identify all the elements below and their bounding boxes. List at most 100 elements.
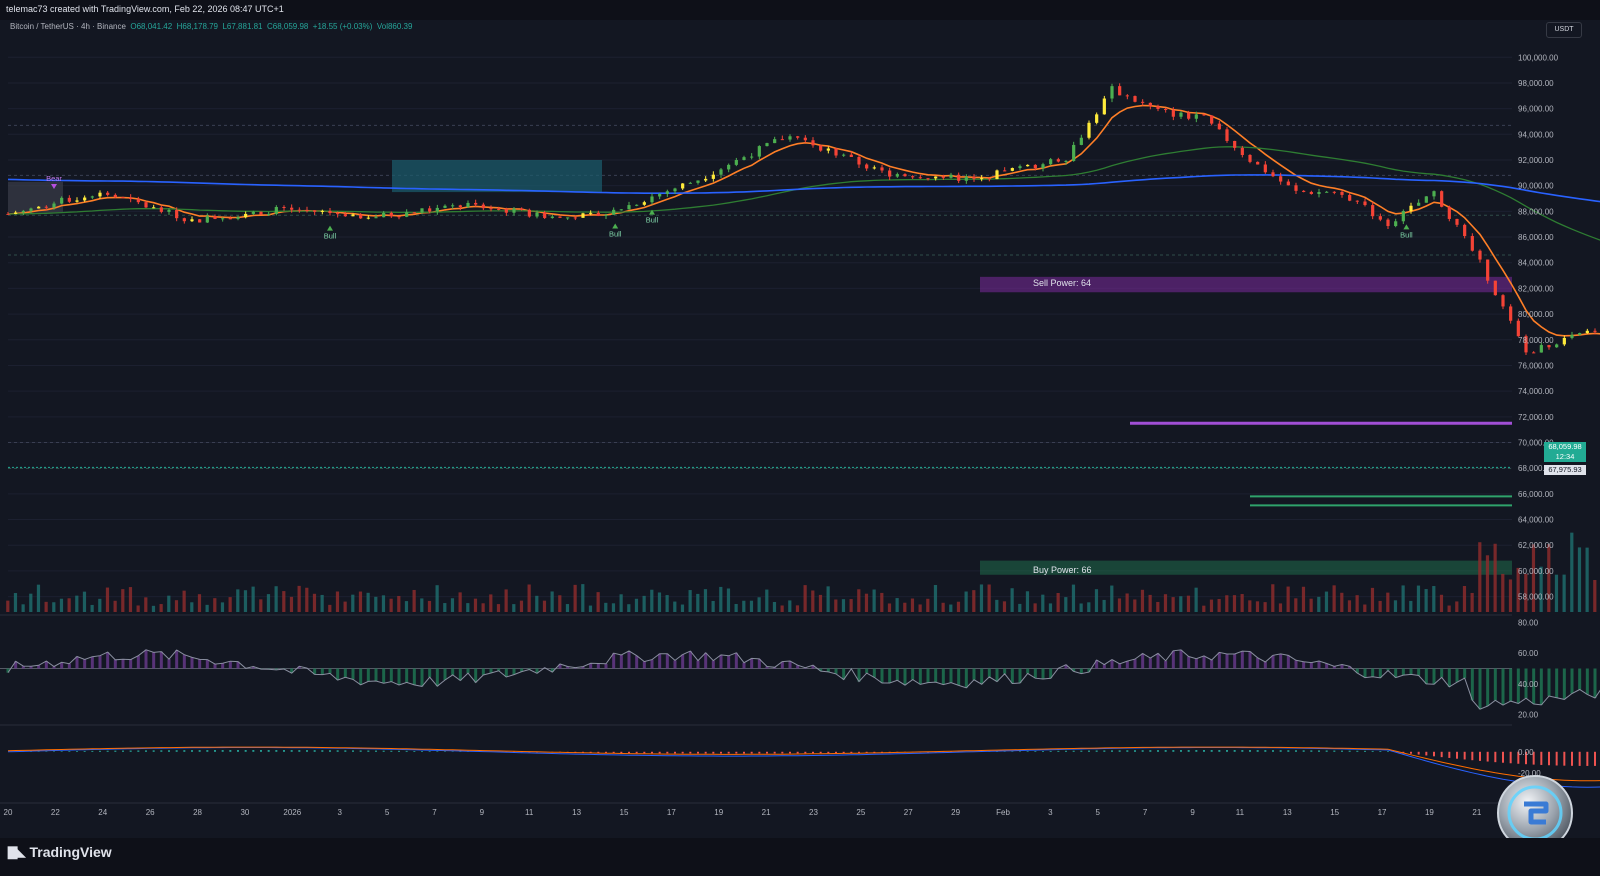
candle-body <box>1340 191 1344 195</box>
candle-body <box>642 202 646 205</box>
candle-body <box>14 212 18 214</box>
volume-bar <box>1263 602 1267 612</box>
candle-body <box>627 205 631 210</box>
volume-bar <box>1355 595 1359 612</box>
ohlc-high: H68,178.79 <box>176 22 219 31</box>
volume-bar <box>803 585 807 612</box>
volume-bar <box>320 594 324 612</box>
candle-body <box>313 210 317 212</box>
time-tick-label: 19 <box>1425 808 1434 817</box>
candle-body <box>527 209 531 217</box>
candle-body <box>1171 109 1175 117</box>
candle-body <box>604 214 608 216</box>
volume-bar <box>788 600 792 612</box>
candle-body <box>1286 181 1290 186</box>
candle-body <box>6 213 10 215</box>
volume-bar <box>972 590 976 612</box>
time-tick-label: 2026 <box>283 808 301 817</box>
volume-bar <box>121 589 125 612</box>
price-tick-label: 70,000.00 <box>1518 438 1554 447</box>
candle-body <box>773 139 777 144</box>
candle-body <box>957 174 961 181</box>
volume-bar <box>351 594 355 612</box>
volume-bar <box>466 603 470 612</box>
candle-body <box>619 209 623 211</box>
candle-body <box>497 208 501 210</box>
candle-body <box>635 204 639 206</box>
candle-body <box>972 176 976 179</box>
candle-body <box>566 217 570 219</box>
candle-body <box>274 206 278 214</box>
candle-body <box>811 140 815 146</box>
volume-bar <box>1485 555 1490 612</box>
candle-body <box>267 213 271 215</box>
volume-bar <box>243 590 248 612</box>
price-change: +18.55 (+0.03%) <box>312 22 373 31</box>
candle-body <box>918 177 922 179</box>
price-tick-label: 86,000.00 <box>1518 233 1554 242</box>
candle-body <box>1585 330 1589 334</box>
volume-bar <box>872 589 876 612</box>
volume-bar <box>6 600 10 612</box>
volume-bar <box>259 599 263 612</box>
candle-body <box>1501 295 1505 307</box>
candle-body <box>1026 164 1030 167</box>
symbol-title[interactable]: Bitcoin / TetherUS · 4h · Binance <box>10 22 126 31</box>
candle-body <box>872 167 876 169</box>
volume-bar <box>297 585 301 612</box>
candle-body <box>1386 219 1390 227</box>
candle-body <box>650 196 654 203</box>
volume-bar <box>44 601 48 612</box>
volume-bar <box>228 597 232 612</box>
volume-bar <box>435 585 439 612</box>
bull-signal-label: Bull <box>646 216 659 225</box>
volume-bar <box>1171 597 1175 612</box>
time-tick-label: 11 <box>1236 808 1245 817</box>
volume-bar <box>933 585 938 612</box>
candle-body <box>213 216 217 219</box>
candle-body <box>1555 344 1559 348</box>
volume-bar <box>82 591 87 612</box>
candle-body <box>1263 164 1267 173</box>
sell-power-zone <box>980 276 1512 293</box>
time-tick-label: 15 <box>1330 808 1339 817</box>
candle-body <box>1302 190 1306 192</box>
candle-body <box>796 136 800 138</box>
candle-body <box>458 205 462 208</box>
volume-bar <box>1056 592 1060 612</box>
candle-body <box>512 208 516 213</box>
volume-bar <box>964 591 968 612</box>
candle-body <box>366 217 370 219</box>
macd-line <box>7 747 1600 788</box>
signal-markers: BearBullBullBullBullBullBearBullBull <box>46 174 1413 241</box>
candle-body <box>474 202 478 205</box>
price-tick-label: 68,000.00 <box>1518 464 1554 473</box>
candle-body <box>228 218 232 220</box>
candle-body <box>1309 191 1313 195</box>
symbol-legend[interactable]: Bitcoin / TetherUS · 4h · Binance O68,04… <box>10 22 412 31</box>
candle-body <box>849 154 853 157</box>
price-chart[interactable]: BearBullBullBullBullBullBearBullBull 80.… <box>0 0 1600 838</box>
bull-arrow-icon <box>1403 224 1410 230</box>
time-tick-label: 9 <box>1190 808 1195 817</box>
volume-bar <box>519 600 524 612</box>
volume-bar <box>611 603 616 612</box>
volume-bar <box>1240 594 1244 612</box>
volume-bar <box>811 590 815 612</box>
volume-bar <box>903 602 907 612</box>
candle-body <box>665 191 669 194</box>
volume-bar <box>1409 600 1413 612</box>
time-tick-label: 19 <box>714 808 723 817</box>
candle-body <box>1072 144 1076 161</box>
volume-bar <box>1539 566 1543 612</box>
volume-bar <box>504 589 508 612</box>
volume-bar <box>834 599 838 612</box>
tradingview-brand[interactable]: ▇◣ TradingView <box>8 844 112 860</box>
currency-selector[interactable]: USDT <box>1546 22 1582 38</box>
price-tick-label: 84,000.00 <box>1518 259 1554 268</box>
candle-body <box>1378 216 1382 220</box>
volume-bar <box>205 604 209 612</box>
time-tick-label: 24 <box>98 808 107 817</box>
volume-bar <box>711 600 715 612</box>
candle-body <box>489 208 493 210</box>
